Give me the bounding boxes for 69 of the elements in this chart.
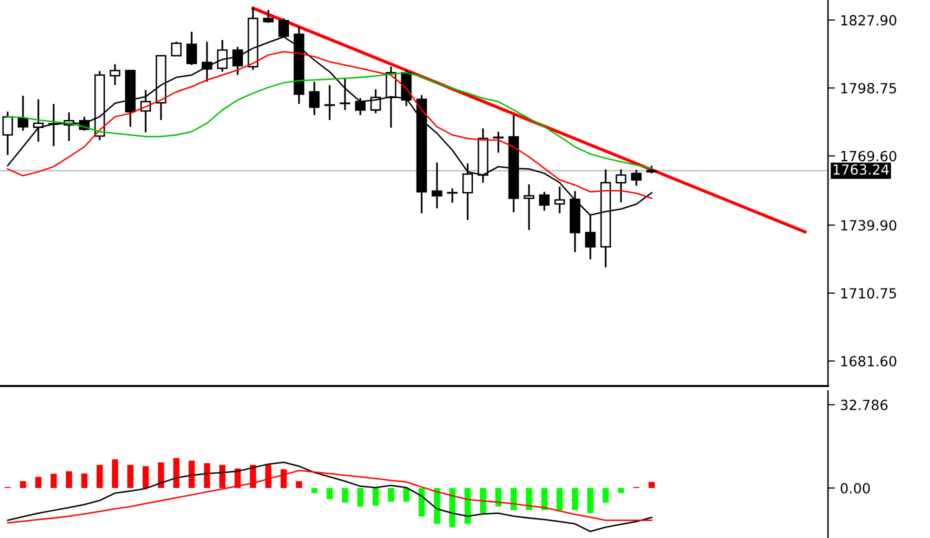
candlestick [217, 39, 228, 73]
bar [648, 482, 655, 488]
y-tick-label: 1769.60 [841, 150, 896, 162]
bar [35, 476, 42, 488]
bar [464, 488, 471, 524]
candlestick [524, 184, 534, 231]
line-series [6, 51, 652, 200]
bar [66, 471, 72, 488]
bar [188, 460, 195, 488]
y-tick-label: 32.786 [840, 400, 888, 410]
candlestick [232, 46, 243, 76]
candlestick [355, 97, 366, 116]
candlestick [263, 9, 274, 24]
bar [173, 458, 180, 488]
bar [572, 488, 578, 510]
bar [541, 488, 548, 510]
line-series [6, 462, 652, 532]
candlestick [616, 168, 626, 204]
bar [342, 488, 348, 502]
y-tick-label: 0.00 [840, 482, 870, 494]
candlestick [171, 40, 182, 57]
candlestick [370, 88, 381, 114]
bar [311, 488, 318, 494]
candlestick [539, 190, 550, 212]
bar [372, 488, 379, 506]
y-tick-label: 1798.75 [841, 82, 896, 94]
candlestick [554, 186, 565, 214]
candlestick [432, 162, 442, 210]
bar [127, 464, 134, 488]
bar [418, 488, 425, 516]
bar [96, 464, 103, 488]
bar [602, 488, 609, 502]
ref-line-label: 1763.24 [834, 164, 889, 175]
bar [158, 462, 164, 488]
y-tick-label: 1827.90 [841, 15, 896, 26]
bar [112, 459, 118, 488]
bar [326, 488, 333, 500]
bar [357, 488, 364, 507]
bar [495, 488, 502, 507]
bar [20, 481, 26, 488]
bar [449, 488, 456, 528]
bar [142, 466, 149, 488]
candlestick [324, 84, 335, 121]
bar [510, 488, 517, 510]
bar [403, 488, 410, 502]
bar [480, 488, 486, 514]
bar [434, 488, 440, 524]
candlestick [493, 130, 504, 154]
candlestick [631, 169, 642, 187]
bar [81, 474, 88, 488]
y-tick-label: 1710.75 [841, 288, 896, 299]
candlestick [309, 80, 320, 116]
candlestick [2, 110, 13, 156]
bar [587, 488, 594, 514]
bar [618, 488, 624, 494]
candlestick [340, 77, 350, 111]
bar [526, 488, 532, 510]
y-tick-label: 1739.90 [841, 220, 896, 231]
bar [50, 474, 57, 488]
bar [388, 488, 394, 502]
candlestick [18, 94, 28, 132]
bar [204, 463, 210, 488]
y-tick-label: 1681.60 [841, 356, 896, 366]
candlestick [33, 98, 44, 143]
bar [556, 488, 563, 510]
bar [296, 481, 302, 488]
candlestick [186, 30, 197, 66]
candlestick [447, 187, 458, 204]
candlestick [110, 63, 120, 86]
